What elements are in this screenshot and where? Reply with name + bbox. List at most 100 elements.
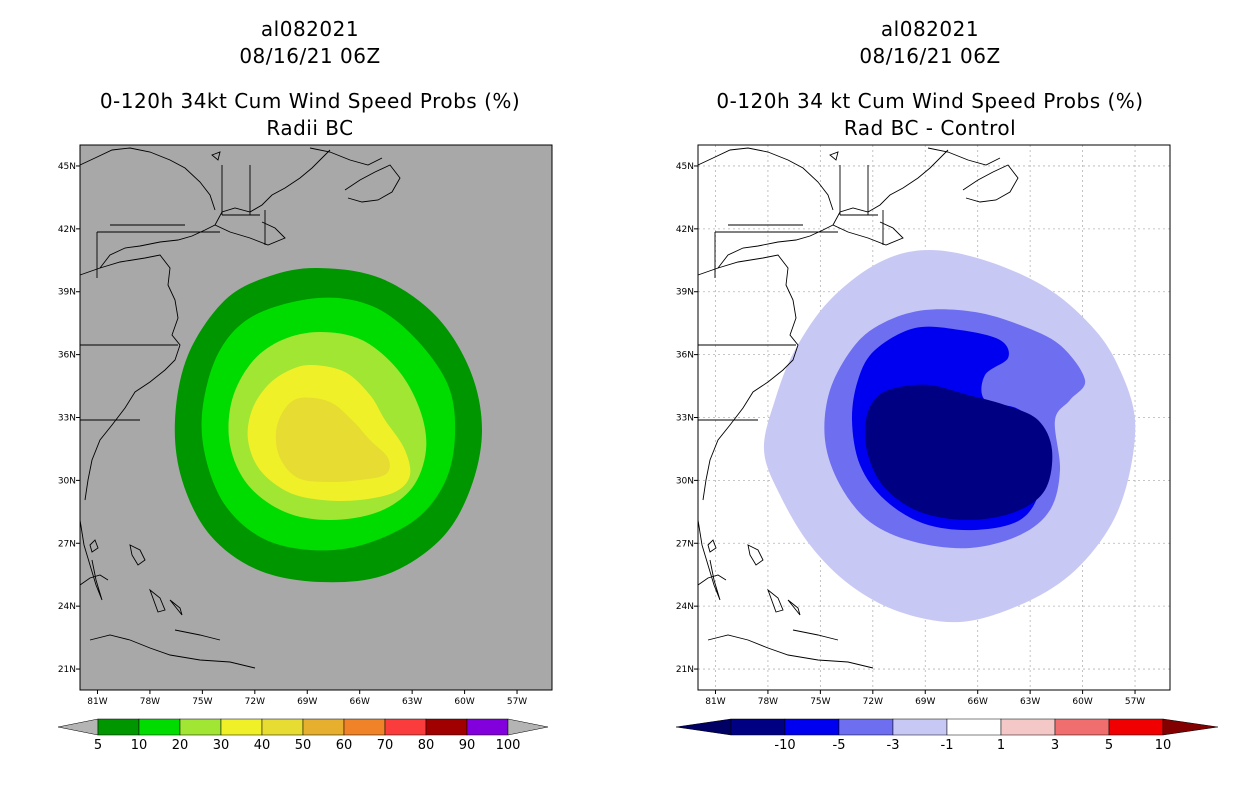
y-tick-label: 45N [58,162,76,172]
colorbar-swatch [261,718,304,736]
y-tick-label: 33N [58,414,76,424]
colorbar-label: 40 [254,738,271,753]
island [211,151,221,161]
y-tick-label: 39N [676,288,694,298]
colorbar-label: 10 [1155,738,1172,753]
colorbar-swatch [138,718,181,736]
colorbar-label: 100 [496,738,521,753]
left-datetime: 08/16/21 06Z [239,44,381,68]
colorbar-swatch [946,718,1002,736]
x-tick-label: 63W [1020,697,1040,707]
coastline [697,147,834,211]
colorbar-label: 5 [1105,738,1113,753]
colorbar-swatch [466,718,509,736]
colorbar-label: 1 [997,738,1005,753]
coastline [344,164,401,203]
island [767,588,784,613]
left-chart-subtitle: Radii BC [266,116,354,140]
coastline [717,221,904,269]
island [747,544,764,566]
x-tick-label: 60W [1072,697,1092,707]
colorbar-label: 60 [336,738,353,753]
colorbar-label: 30 [213,738,230,753]
x-tick-label: 69W [297,697,317,707]
island [149,588,166,613]
y-tick-label: 21N [58,665,76,675]
colorbar-swatch [784,718,840,736]
colorbar-low-end [57,718,99,736]
colorbar-high-end [507,718,549,736]
colorbar-label: -3 [887,738,900,753]
colorbar-label: 3 [1051,738,1059,753]
colorbar-swatch [302,718,345,736]
colorbar-label: -1 [941,738,954,753]
y-tick-label: 27N [676,539,694,549]
x-tick-label: 75W [810,697,830,707]
y-tick-label: 42N [676,225,694,235]
right-colorbar: -10 -5 -3 -1 1 3 5 10 [675,718,1219,753]
y-tick-label: 36N [676,351,694,361]
coastline [79,147,216,211]
right-panel-title: al082021 08/16/21 06Z 0-120h 34 kt Cum W… [660,16,1200,142]
coastline [79,254,181,501]
y-tick-label: 45N [676,162,694,172]
x-tick-label: 57W [1125,697,1145,707]
x-tick-label: 72W [863,697,883,707]
colorbar-label: 70 [377,738,394,753]
coastline [309,147,383,166]
colorbar-swatch [1054,718,1110,736]
coastline [99,221,286,269]
x-tick-label: 78W [140,697,160,707]
left-storm-id: al082021 [260,17,360,41]
island [829,151,839,161]
x-tick-label: 78W [758,697,778,707]
island [129,544,146,566]
island [89,539,99,553]
right-chart-subtitle: Rad BC - Control [843,116,1017,140]
colorbar-label: 10 [131,738,148,753]
coastline [79,574,109,586]
colorbar-label: -10 [774,738,795,753]
island [707,539,717,553]
axes-1: 81W 78W 75W 72W 69W 66W 63W 60W 57W 45N 42N 39N 36N 3… [676,144,1171,707]
axes-0: 81W 78W 75W 72W 69W 66W 63W 60W 57W 45N 42N 39N 36N 3… [58,144,553,707]
coastline [214,149,331,226]
coastline [79,519,103,601]
y-tick-label: 24N [58,602,76,612]
colorbar-swatch [425,718,468,736]
colorbar-swatch [97,718,140,736]
colorbar-swatch [838,718,894,736]
colorbar-label: 20 [172,738,189,753]
left-map-panel [79,145,552,690]
diff-contour--10 [865,384,1053,520]
x-tick-label: 72W [245,697,265,707]
right-storm-id: al082021 [880,17,980,41]
left-panel-title: al082021 08/16/21 06Z 0-120h 34kt Cum Wi… [40,16,580,142]
colorbar-label: 5 [94,738,102,753]
island [169,599,183,616]
colorbar-label: 50 [295,738,312,753]
island [787,599,801,616]
colorbar-label: -5 [833,738,846,753]
colorbar-label: 80 [418,738,435,753]
right-map-panel [697,145,1170,690]
x-tick-label: 60W [454,697,474,707]
y-tick-label: 27N [58,539,76,549]
x-tick-label: 81W [87,697,107,707]
colorbar-swatch [179,718,222,736]
island [792,629,839,641]
x-tick-label: 66W [350,697,370,707]
island [89,634,256,669]
y-tick-label: 21N [676,665,694,675]
left-chart-title: 0-120h 34kt Cum Wind Speed Probs (%) [99,89,521,113]
y-tick-label: 39N [58,288,76,298]
colorbar-swatch [1108,718,1164,736]
coastline [832,149,949,226]
colorbar-label: 90 [459,738,476,753]
right-datetime: 08/16/21 06Z [859,44,1001,68]
colorbar-high-end [1162,718,1219,736]
left-colorbar: 5 10 20 30 40 50 60 70 80 90 100 [57,718,549,753]
colorbar-swatch [1000,718,1056,736]
prob-contour-40 [275,397,390,483]
right-chart-title: 0-120h 34 kt Cum Wind Speed Probs (%) [716,89,1144,113]
